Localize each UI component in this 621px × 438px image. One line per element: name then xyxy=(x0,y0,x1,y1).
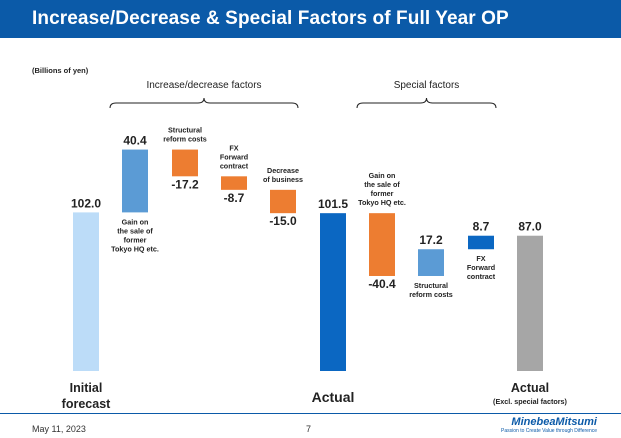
value-label-3: -17.2 xyxy=(171,177,199,191)
annotation-8-line-3: contract xyxy=(467,272,496,281)
annotation-8-line-2: Forward xyxy=(467,263,495,272)
bar-2 xyxy=(122,149,148,213)
value-label-6: 101.5 xyxy=(318,197,348,211)
bar-3 xyxy=(172,149,198,177)
value-label-8: 17.2 xyxy=(419,233,443,247)
logo-tagline: Passion to Create Value through Differen… xyxy=(501,428,597,434)
annotation-6-line-2: the sale of xyxy=(364,180,400,189)
annotation-7-line-2: reform costs xyxy=(409,290,453,299)
annotation-4-line-1: Decrease xyxy=(267,166,299,175)
footer-date: May 11, 2023 xyxy=(32,424,86,434)
annotation-6-line-4: Tokyo HQ etc. xyxy=(358,198,406,207)
category-actual-excl-note: (Excl. special factors) xyxy=(493,397,568,406)
value-label-10: 87.0 xyxy=(518,220,542,234)
value-label-2: 40.4 xyxy=(123,134,147,148)
annotation-4-line-2: of business xyxy=(263,175,303,184)
company-logo: MinebeaMitsumi Passion to Create Value t… xyxy=(501,416,597,435)
annotation-3-line-3: contract xyxy=(220,161,249,170)
annotation-6-line-1: Gain on xyxy=(369,171,396,180)
annotation-7-line-1: Structural xyxy=(414,281,448,290)
annotation-1-line-2: the sale of xyxy=(117,226,153,235)
group-brace-2 xyxy=(356,97,497,109)
bar-6 xyxy=(320,213,346,371)
bar-9 xyxy=(468,235,494,250)
category-initial-line-1: Initial xyxy=(70,381,103,395)
bar-5 xyxy=(270,189,296,214)
value-label-9: 8.7 xyxy=(473,220,490,234)
category-actual-excl: Actual xyxy=(511,381,549,395)
annotation-6-line-3: former xyxy=(371,189,394,198)
bar-7 xyxy=(369,213,395,276)
annotation-3-line-2: Forward xyxy=(220,152,248,161)
annotation-1-line-1: Gain on xyxy=(122,217,149,226)
units-label: (Billions of yen) xyxy=(32,66,89,75)
bar-4 xyxy=(221,176,247,190)
group-brace-1 xyxy=(109,97,299,109)
logo-name: MinebeaMitsumi xyxy=(511,416,597,428)
footer-divider xyxy=(0,413,621,414)
group-label-2: Special factors xyxy=(394,80,460,91)
category-initial-line-2: forecast xyxy=(62,397,111,410)
value-label-7: -40.4 xyxy=(368,277,396,291)
annotation-1-line-4: Tokyo HQ etc. xyxy=(111,244,159,253)
annotation-3-line-1: FX xyxy=(229,143,238,152)
group-label-1: Increase/decrease factors xyxy=(146,80,261,91)
annotation-8-line-1: FX xyxy=(476,254,485,263)
page-title: Increase/Decrease & Special Factors of F… xyxy=(32,8,509,29)
category-actual: Actual xyxy=(312,389,355,405)
value-label-1: 102.0 xyxy=(71,196,101,210)
value-label-4: -8.7 xyxy=(224,191,245,205)
waterfall-chart: (Billions of yen) 102.0 40.4 -17.2 -8.7 -15.0… xyxy=(32,66,568,410)
value-label-5: -15.0 xyxy=(269,214,297,228)
bar-1 xyxy=(73,212,99,371)
annotation-2-line-2: reform costs xyxy=(163,135,207,144)
annotation-2-line-1: Structural xyxy=(168,126,202,135)
page-number: 7 xyxy=(306,424,312,434)
annotation-1-line-3: former xyxy=(124,235,147,244)
bar-10 xyxy=(517,235,543,371)
bar-8 xyxy=(418,249,444,276)
title-bar: Increase/Decrease & Special Factors of F… xyxy=(0,0,621,38)
